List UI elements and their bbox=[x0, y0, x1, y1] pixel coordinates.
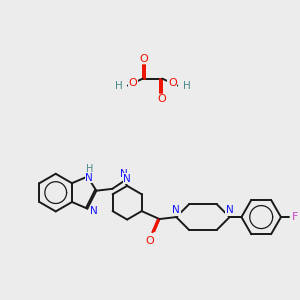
Text: N: N bbox=[85, 172, 93, 183]
Text: N: N bbox=[226, 205, 233, 215]
Text: H: H bbox=[85, 164, 93, 174]
Text: O: O bbox=[139, 54, 148, 64]
Text: N: N bbox=[90, 206, 98, 216]
Text: F: F bbox=[292, 212, 298, 222]
Text: N: N bbox=[172, 205, 180, 215]
Text: N: N bbox=[120, 169, 128, 179]
Text: H: H bbox=[115, 81, 123, 91]
Text: O: O bbox=[157, 94, 166, 104]
Text: H: H bbox=[183, 81, 191, 91]
Text: O: O bbox=[168, 78, 177, 88]
Text: O: O bbox=[145, 236, 154, 246]
Text: N: N bbox=[123, 174, 131, 184]
Text: N: N bbox=[172, 205, 180, 215]
Text: O: O bbox=[128, 78, 137, 88]
